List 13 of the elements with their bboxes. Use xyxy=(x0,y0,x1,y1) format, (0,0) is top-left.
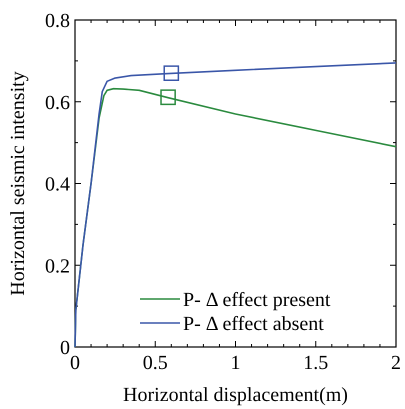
x-tick-label: 0.5 xyxy=(142,352,168,374)
y-tick-label: 0.6 xyxy=(45,92,70,114)
x-tick-label: 1 xyxy=(230,352,240,374)
legend-label: P- Δ effect absent xyxy=(183,313,324,335)
x-tick-label: 1.5 xyxy=(303,352,328,374)
x-axis-title: Horizontal displacement(m) xyxy=(123,384,348,406)
y-axis-title: Horizontal seismic intensity xyxy=(7,71,29,296)
legend-label: P- Δ effect present xyxy=(183,289,331,311)
y-tick-label: 0.2 xyxy=(45,255,70,278)
y-tick-label: 0 xyxy=(60,337,70,359)
x-tick-label: 2 xyxy=(391,352,401,374)
y-tick-label: 0.4 xyxy=(45,174,70,196)
y-tick-label: 0.8 xyxy=(45,10,70,32)
